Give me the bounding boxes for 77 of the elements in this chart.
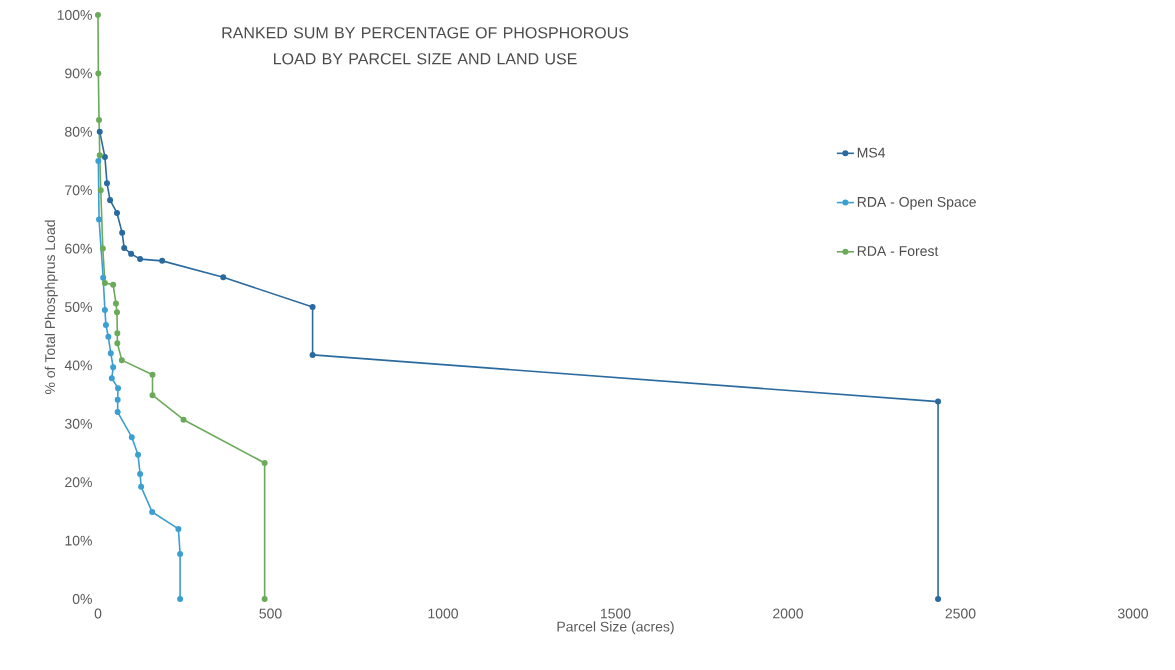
point xyxy=(101,153,108,160)
point xyxy=(96,117,103,124)
point xyxy=(113,209,120,216)
point xyxy=(114,409,121,416)
point xyxy=(95,11,101,18)
point xyxy=(138,483,145,490)
point xyxy=(101,280,108,287)
point xyxy=(261,596,268,602)
legend-label: RDA - Forest xyxy=(857,246,939,256)
point xyxy=(96,128,103,135)
point xyxy=(102,322,109,329)
x-tick-label: 2500 xyxy=(945,608,976,619)
y-tick-label: 100% xyxy=(57,10,92,20)
point xyxy=(114,396,121,403)
point xyxy=(99,245,106,252)
point xyxy=(95,70,102,77)
x-tick-label: 1500 xyxy=(600,608,631,619)
y-tick-label: 30% xyxy=(64,418,92,429)
point xyxy=(100,274,107,281)
x-tick-label: 500 xyxy=(259,608,282,619)
x-axis-title: Parcel Size (acres) xyxy=(557,621,674,635)
point xyxy=(105,333,112,340)
x-tick-label: 1000 xyxy=(428,608,459,619)
x-tick-label: 0 xyxy=(94,608,102,619)
point xyxy=(107,350,114,357)
point xyxy=(112,300,119,307)
point xyxy=(115,385,122,392)
y-tick-label: 80% xyxy=(65,126,92,137)
y-tick-label: 40% xyxy=(64,360,92,371)
point xyxy=(159,257,166,264)
point xyxy=(935,596,942,602)
point xyxy=(113,309,120,316)
point xyxy=(149,508,156,515)
point xyxy=(103,180,110,187)
point xyxy=(107,197,114,204)
point xyxy=(121,245,128,252)
point xyxy=(119,229,126,236)
point xyxy=(149,371,156,378)
y-tick-label: 0% xyxy=(72,594,92,604)
point xyxy=(110,281,117,288)
legend-label: RDA - Open Space xyxy=(857,196,976,210)
point xyxy=(96,216,103,223)
y-tick-label: 60% xyxy=(65,243,92,254)
point xyxy=(110,364,117,371)
y-axis-title: % of Total Phosphprus Load xyxy=(44,220,58,395)
point xyxy=(261,459,268,466)
point xyxy=(220,274,227,281)
point xyxy=(309,304,316,310)
text: RANKED SUM BY PERCENTAGE OF PHOSPHOROUS LOAD BY PARCEL SIZE AND LAND USE xyxy=(222,27,629,65)
point xyxy=(101,306,108,313)
point xyxy=(177,551,184,558)
y-tick-label: 50% xyxy=(65,302,92,312)
point xyxy=(114,330,121,337)
point xyxy=(137,256,144,263)
point xyxy=(114,340,121,347)
y-tick-label: 90% xyxy=(65,68,92,79)
y-tick-label: 10% xyxy=(65,535,92,546)
point xyxy=(149,392,156,399)
legend-label: MS4 xyxy=(857,147,886,158)
point xyxy=(118,357,125,364)
point xyxy=(108,375,115,382)
point xyxy=(175,525,182,532)
y-tick-label: 70% xyxy=(65,185,92,196)
point xyxy=(97,187,104,194)
point xyxy=(309,351,316,358)
point xyxy=(128,434,135,441)
point xyxy=(95,158,102,164)
y-tick-label: 20% xyxy=(65,477,92,488)
x-tick-label: 3000 xyxy=(1117,608,1148,619)
x-tick-label: 2000 xyxy=(773,608,804,619)
point xyxy=(180,416,187,423)
point xyxy=(935,398,942,405)
point xyxy=(137,471,144,478)
point xyxy=(128,250,135,257)
point xyxy=(96,152,103,159)
point xyxy=(177,596,184,602)
point xyxy=(135,451,142,458)
